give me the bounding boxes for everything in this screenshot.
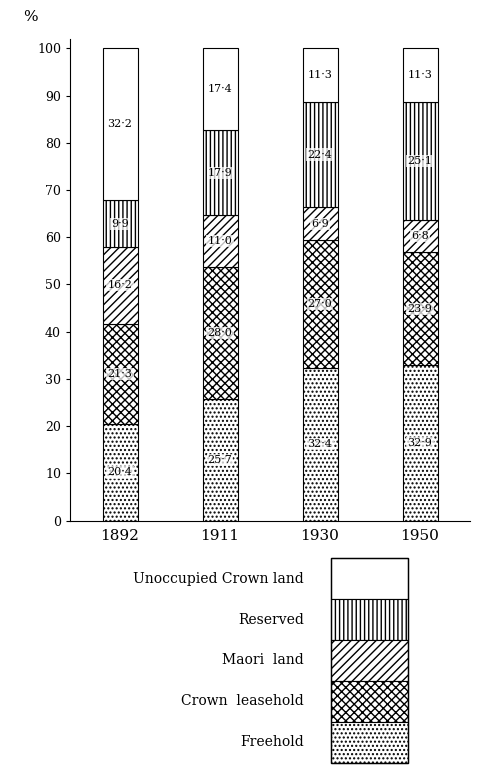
Text: 32·4: 32·4: [308, 439, 332, 449]
Bar: [102, 48, 138, 200]
Bar: [302, 48, 338, 102]
Text: 32·2: 32·2: [108, 120, 132, 129]
Bar: [202, 215, 237, 267]
Text: 17·4: 17·4: [208, 85, 233, 94]
Text: Maori  land: Maori land: [222, 653, 304, 667]
Text: 20·4: 20·4: [108, 468, 132, 477]
Bar: [202, 399, 237, 521]
Text: 17·9: 17·9: [208, 168, 233, 178]
Text: 11·3: 11·3: [408, 70, 432, 80]
Text: Unoccupied Crown land: Unoccupied Crown land: [134, 572, 304, 586]
Bar: [402, 365, 438, 521]
Bar: [102, 424, 138, 521]
Bar: [402, 102, 438, 220]
Text: 11·0: 11·0: [208, 236, 233, 246]
Bar: [331, 640, 407, 681]
Bar: [302, 207, 338, 240]
Bar: [402, 253, 438, 365]
Bar: [402, 220, 438, 253]
Bar: [102, 200, 138, 247]
Text: Crown  leasehold: Crown leasehold: [182, 695, 304, 709]
Bar: [202, 267, 237, 399]
Bar: [302, 102, 338, 207]
Text: 28·0: 28·0: [208, 328, 233, 338]
Bar: [331, 722, 407, 763]
Bar: [102, 324, 138, 424]
Text: 32·9: 32·9: [408, 438, 432, 448]
Bar: [302, 240, 338, 368]
Text: 22·4: 22·4: [308, 149, 332, 159]
Text: 25·1: 25·1: [408, 156, 432, 166]
Text: 21·3: 21·3: [108, 369, 132, 379]
Text: 25·7: 25·7: [208, 455, 233, 465]
Bar: [331, 558, 407, 763]
Text: Reserved: Reserved: [238, 612, 304, 626]
Bar: [102, 247, 138, 324]
Text: 23·9: 23·9: [408, 304, 432, 314]
Text: 6·8: 6·8: [411, 232, 429, 242]
Text: 16·2: 16·2: [108, 280, 132, 291]
Text: 11·3: 11·3: [308, 70, 332, 80]
Text: 6·9: 6·9: [311, 219, 329, 228]
Text: 9·9: 9·9: [111, 219, 129, 228]
Bar: [302, 368, 338, 521]
Bar: [331, 681, 407, 722]
Bar: [202, 48, 237, 131]
Text: Freehold: Freehold: [240, 735, 304, 749]
Bar: [402, 48, 438, 102]
Bar: [202, 131, 237, 215]
Bar: [331, 558, 407, 599]
Text: 27·0: 27·0: [308, 299, 332, 308]
Bar: [331, 599, 407, 640]
Y-axis label: %: %: [22, 10, 38, 24]
